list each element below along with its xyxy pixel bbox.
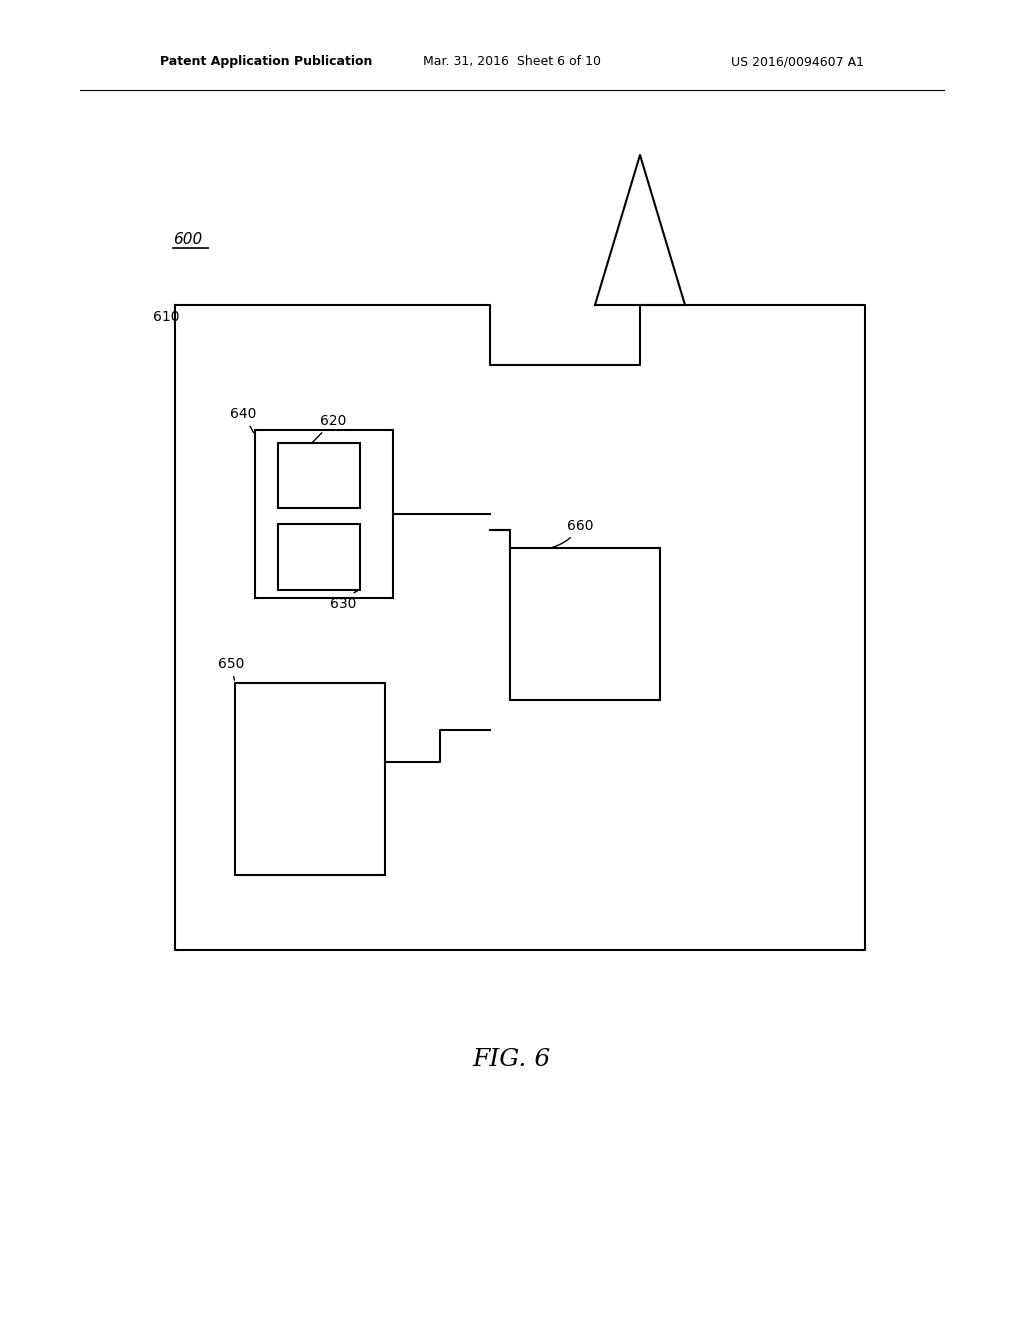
Bar: [234, 682, 385, 875]
Bar: [255, 430, 393, 598]
Text: 650: 650: [218, 657, 245, 680]
Text: 620: 620: [312, 414, 346, 444]
Bar: [510, 548, 660, 700]
Text: Patent Application Publication: Patent Application Publication: [160, 55, 373, 69]
Text: 640: 640: [230, 407, 256, 433]
Text: 600: 600: [173, 232, 203, 248]
Bar: [278, 444, 360, 508]
Bar: [278, 524, 360, 590]
Text: US 2016/0094607 A1: US 2016/0094607 A1: [731, 55, 864, 69]
Text: 610: 610: [154, 310, 180, 323]
Text: 630: 630: [330, 591, 357, 611]
Text: 660: 660: [553, 519, 594, 548]
Text: FIG. 6: FIG. 6: [473, 1048, 551, 1072]
Text: Mar. 31, 2016  Sheet 6 of 10: Mar. 31, 2016 Sheet 6 of 10: [423, 55, 601, 69]
